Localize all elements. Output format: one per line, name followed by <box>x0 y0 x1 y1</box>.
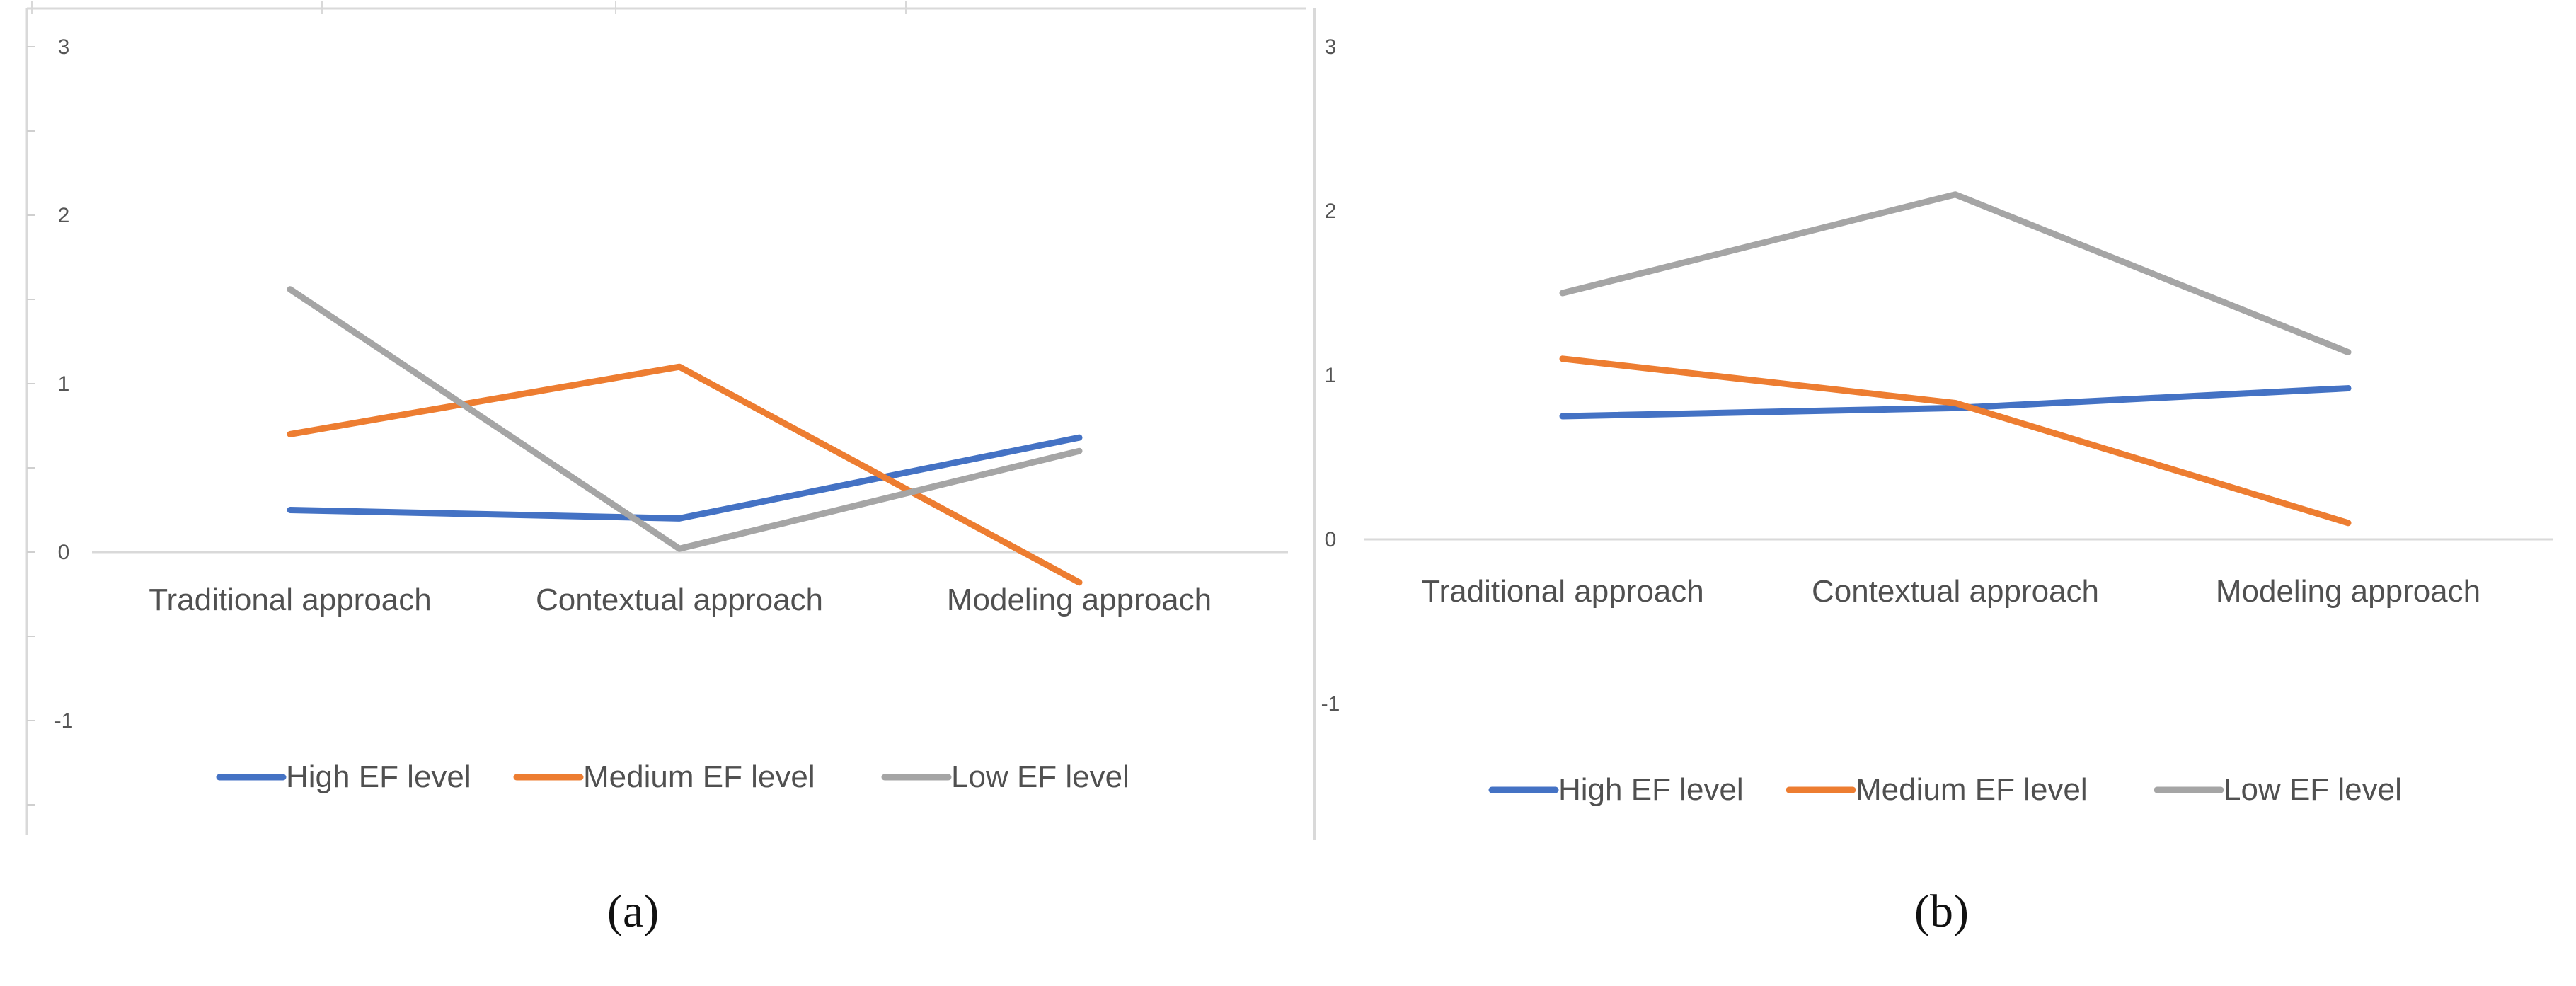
y-tick-label: 2 <box>1325 200 1337 223</box>
series-line-medium <box>1559 355 2352 527</box>
legend-label: Low EF level <box>951 759 1129 794</box>
y-tick-label: 0 <box>1325 528 1337 551</box>
y-tick-label: 1 <box>58 372 70 396</box>
x-category-label: Contextual approach <box>536 583 823 617</box>
y-tick-label: 3 <box>1325 35 1337 59</box>
x-category-label: Contextual approach <box>1812 574 2099 609</box>
series-line-high <box>1559 385 2352 420</box>
series-line-low <box>287 286 1083 552</box>
series-line-high <box>287 434 1083 522</box>
y-tick-label: 1 <box>1325 364 1337 387</box>
legend-label: High EF level <box>286 759 471 794</box>
x-category-label: Traditional approach <box>149 583 432 617</box>
x-category-label: Modeling approach <box>2216 574 2480 609</box>
y-tick-label: -1 <box>54 709 74 733</box>
series-line-low <box>1559 191 2352 356</box>
line-chart-a: 3 2 1 0 -1 Traditional approach Contextual app… <box>25 1 1306 835</box>
y-tick-label: -1 <box>1321 692 1340 716</box>
x-category-label: Modeling approach <box>947 583 1212 617</box>
legend-label: Medium EF level <box>583 759 815 794</box>
caption-b: (b) <box>1914 885 1969 937</box>
y-tick-label: 2 <box>58 204 70 227</box>
legend-label: High EF level <box>1558 772 1744 807</box>
caption-a: (a) <box>607 885 660 937</box>
legend-label: Medium EF level <box>1856 772 2088 807</box>
line-chart-b: 3 2 1 0 -1 Traditional approach Contextual app… <box>1313 8 2553 840</box>
legend-label: Low EF level <box>2224 772 2402 807</box>
series-line-medium <box>287 363 1083 586</box>
chart-panel-a: 3 2 1 0 -1 Traditional approach Contextual app… <box>0 0 1306 839</box>
x-category-label: Traditional approach <box>1421 574 1704 609</box>
chart-panel-b: 3 2 1 0 -1 Traditional approach Contextual app… <box>1313 8 2576 840</box>
y-tick-label: 3 <box>58 35 70 59</box>
y-tick-label: 0 <box>58 541 70 564</box>
